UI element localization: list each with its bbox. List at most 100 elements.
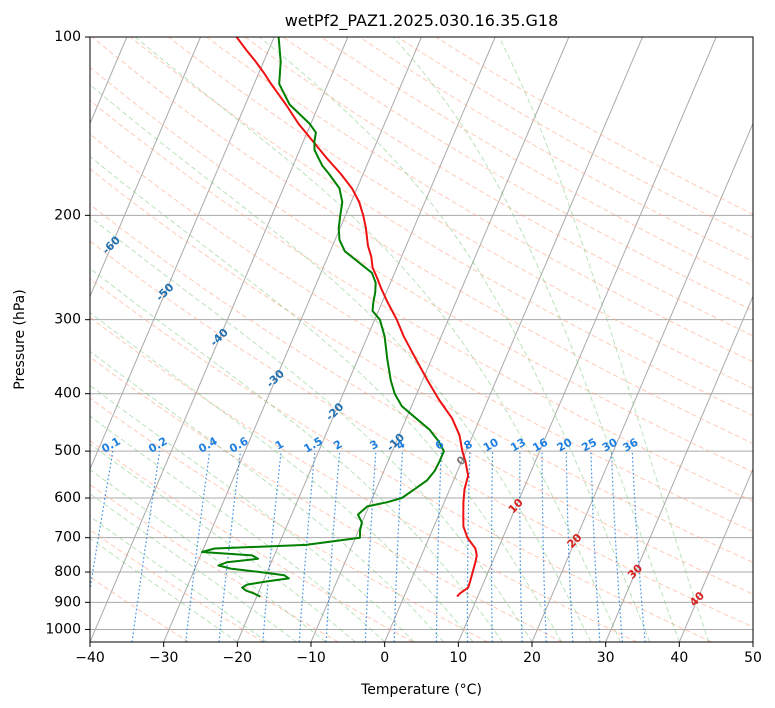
x-tick-label: 50 [744,650,762,666]
plot-frame [89,36,754,643]
dry-adiabat-line [90,356,563,642]
mixing-ratio-line [131,451,161,642]
isotherm-line [531,122,753,642]
moist-adiabat-line [90,469,327,642]
isotherm-line [236,37,496,642]
mixing-ratio-label: 13 [508,436,528,455]
dry-adiabats [90,37,753,642]
pressure-grid [90,37,753,630]
dry-adiabat-line [90,440,414,642]
y-tick-label: 700 [54,530,81,546]
dry-adiabat-line [90,397,488,642]
dry-adiabat-label: -30 [264,367,287,390]
dry-adiabat-line [90,133,753,533]
dry-adiabat-line [435,37,753,215]
moist-adiabats [90,37,710,642]
mixing-ratio-line [218,451,242,642]
dry-adiabat-line [90,168,753,563]
mixing-ratio-label: 20 [555,435,575,454]
isotherm-line [90,37,201,298]
dry-adiabat-line [206,37,753,363]
chart-title: wetPf2_PAZ1.2025.030.16.35.G18 [285,11,559,31]
dry-adiabat-label: -80 [0,146,13,169]
moist-adiabat-label: 40 [687,589,707,609]
dry-adiabat-line [244,37,753,337]
plot-area: 0.10.20.40.611.52346810131620253036-100-… [0,37,753,642]
isotherms [90,37,753,642]
x-tick-label: −10 [296,650,326,666]
moist-adiabat-line [134,37,621,642]
dry-adiabat-line [90,66,753,473]
moist-adiabat-line [392,37,680,642]
mixing-ratio-label: 0.4 [196,434,220,455]
moist-adiabat-line [90,350,444,642]
moist-adiabat-line [90,84,592,642]
moist-adiabat-line [259,37,651,642]
dry-adiabat-line [90,203,753,595]
y-tick-label: 100 [54,29,81,45]
y-tick-label: 200 [54,207,81,223]
moist-adiabat-line [90,155,562,642]
x-tick-label: 40 [670,650,688,666]
mixing-ratio-label: 0.6 [227,434,251,455]
mixing-ratio-line [590,451,601,642]
dry-adiabat-line [91,37,753,445]
mixing-ratio-label: 30 [600,435,620,454]
dry-adiabat-line [90,483,339,642]
x-tick-label: −30 [149,650,179,666]
x-tick-label: 0 [380,650,389,666]
y-tick-label: 300 [54,312,81,328]
x-axis: −40 −30 −20 −10 0 10 20 30 40 50 [75,642,762,666]
mixing-ratio-line [435,451,442,642]
dry-adiabat-line [90,278,712,642]
mixing-ratio-line [262,451,282,642]
dry-adiabat-label: -50 [153,280,176,303]
moist-adiabat-label: 30 [625,561,645,581]
y-tick-label: 1000 [45,621,81,637]
y-tick-label: 400 [54,386,81,402]
dry-adiabat-line [90,240,753,628]
mixing-ratio-line [90,450,114,594]
moist-adiabat-line [90,267,503,642]
dry-adiabat-label: -20 [323,400,346,423]
isotherm-line [752,640,753,642]
dry-adiabat-label: -60 [100,233,123,256]
moist-adiabat-line [498,37,710,642]
mixing-ratio-label: 16 [530,435,550,454]
x-tick-label: −40 [75,650,105,666]
profiles [201,37,478,598]
line-labels: 0.10.20.40.611.52346810131620253036-100-… [0,146,707,609]
y-axis-label: Pressure (hPa) [12,289,28,389]
moist-adiabat-line [90,493,297,642]
mixing-ratio-line [364,451,377,642]
y-tick-label: 800 [54,564,81,580]
x-axis-label: Temperature (°C) [360,682,482,698]
x-tick-label: 10 [449,650,467,666]
mixing-ratio-label: 3 [368,438,381,453]
moist-adiabat-line [90,384,415,642]
isotherm-line [90,37,349,642]
y-tick-label: 900 [54,594,81,610]
mixing-ratio-line [298,451,316,642]
mixing-ratio-line [185,451,211,642]
isotherm-line [163,37,422,642]
dry-adiabat-line [90,316,638,642]
moist-adiabat-label: 10 [506,496,526,516]
mixing-ratio-label: 8 [462,438,475,453]
temperature-profile [235,37,478,598]
dry-adiabat-line [359,37,753,263]
mixing-ratio-line [490,451,494,642]
y-tick-label: 600 [54,490,81,506]
moist-adiabat-line [90,515,268,642]
moist-adiabat-line [90,537,238,642]
dry-adiabat-line [282,37,753,312]
y-axis: 100 200 300 400 500 600 700 800 900 1000 [45,29,90,637]
dry-adiabat-label: -40 [208,326,231,349]
moist-adiabat-line [90,216,533,642]
moist-adiabat-line [90,311,474,642]
dry-adiabat-line [90,529,264,642]
mixing-ratio-label: 0.2 [146,435,169,456]
mixing-ratio-label: 2 [331,438,344,453]
x-tick-label: 30 [597,650,615,666]
